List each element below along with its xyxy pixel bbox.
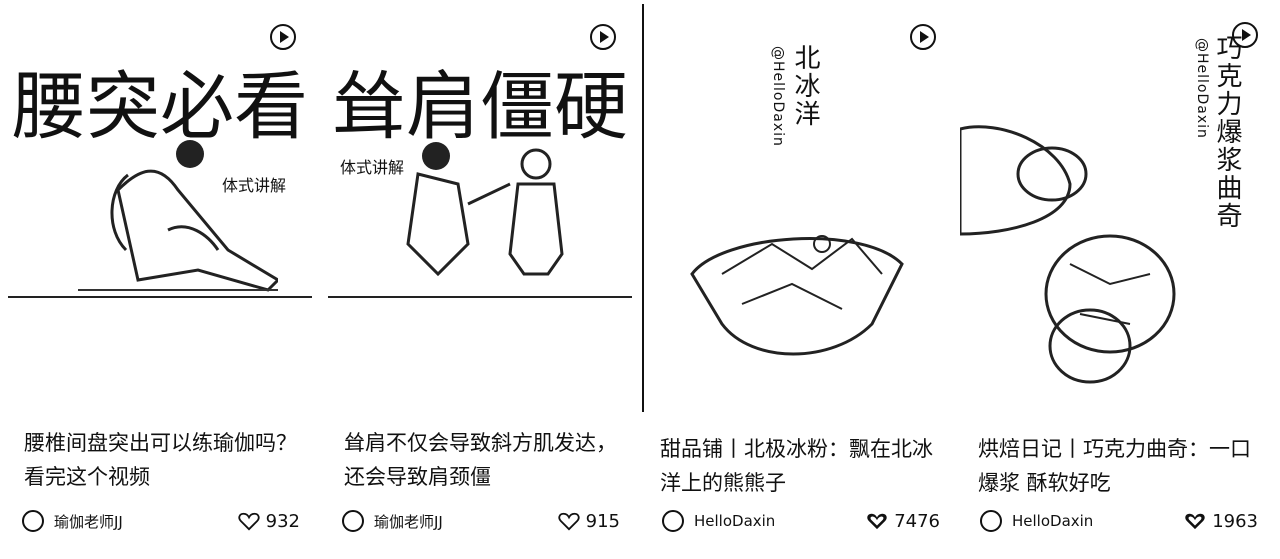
floor-line xyxy=(328,296,632,298)
like-count-value: 7476 xyxy=(894,510,940,532)
video-title[interactable]: 耸肩不仅会导致斜方肌发达，还会导致肩颈僵 xyxy=(344,431,617,489)
author-name[interactable]: HelloDaxin xyxy=(694,512,776,530)
thumbnail-divider xyxy=(642,4,644,412)
video-meta: 瑜伽老师JJ 915 xyxy=(342,506,620,536)
thumbnail-overlay-title: 北冰洋 xyxy=(790,44,820,128)
like-count[interactable]: 915 xyxy=(558,511,620,532)
play-icon[interactable] xyxy=(270,24,296,50)
thumbnail-credit: @HelloDaxin xyxy=(770,46,786,147)
video-title[interactable]: 烘焙日记丨巧克力曲奇：一口爆浆 酥软好吃 xyxy=(978,437,1251,495)
video-card-2[interactable]: 耸肩僵硬 体式讲解 耸肩不仅会导致斜方肌发达，还会导致肩颈僵 瑜伽老师JJ 91… xyxy=(320,0,638,559)
like-count[interactable]: 932 xyxy=(238,511,300,532)
play-icon[interactable] xyxy=(1232,22,1258,48)
video-title[interactable]: 甜品铺丨北极冰粉：飘在北冰洋上的熊熊子 xyxy=(660,437,933,495)
thumbnail-overlay-subtitle: 体式讲解 xyxy=(340,158,405,177)
like-count-value: 1963 xyxy=(1212,510,1258,532)
play-icon[interactable] xyxy=(910,24,936,50)
yoga-figure-illustration xyxy=(406,142,564,277)
floor-line xyxy=(8,296,312,298)
author-name[interactable]: 瑜伽老师JJ xyxy=(374,512,443,531)
heart-filled-icon[interactable] xyxy=(1184,511,1206,531)
video-thumbnail-3[interactable]: 北冰洋 @HelloDaxin xyxy=(642,4,954,412)
thumbnail-overlay-title: 耸肩僵硬 xyxy=(332,64,628,150)
video-card-1[interactable]: 腰突必看 体式讲解 腰椎间盘突出可以练瑜伽吗？看完这个视频 瑜伽老师JJ 932 xyxy=(0,0,318,559)
cookie-illustration xyxy=(960,125,1176,384)
author-name[interactable]: 瑜伽老师JJ xyxy=(54,512,123,531)
thumbnail-overlay-subtitle: 体式讲解 xyxy=(222,176,287,195)
thumbnail-credit: @HelloDaxin xyxy=(1194,38,1210,139)
video-card-4[interactable]: 巧克力爆浆曲奇 @HelloDaxin 烘焙日记丨巧克力曲奇：一口爆浆 酥软好吃… xyxy=(958,0,1276,559)
author-name[interactable]: HelloDaxin xyxy=(1012,512,1094,530)
heart-outline-icon[interactable] xyxy=(558,511,580,531)
like-count-value: 915 xyxy=(585,510,620,532)
author-avatar[interactable] xyxy=(980,510,1002,532)
author-avatar[interactable] xyxy=(662,510,684,532)
thumbnail-overlay-title: 腰突必看 xyxy=(12,64,308,150)
like-count[interactable]: 7476 xyxy=(866,511,940,532)
author-avatar[interactable] xyxy=(342,510,364,532)
yoga-figure-illustration xyxy=(78,140,278,292)
play-icon[interactable] xyxy=(590,24,616,50)
heart-outline-icon[interactable] xyxy=(238,511,260,531)
like-count[interactable]: 1963 xyxy=(1184,511,1258,532)
author-avatar[interactable] xyxy=(22,510,44,532)
video-card-3[interactable]: 北冰洋 @HelloDaxin 甜品铺丨北极冰粉：飘在北冰洋上的熊熊子 Hell… xyxy=(640,0,958,559)
video-meta: HelloDaxin 1963 xyxy=(980,506,1258,536)
video-thumbnail-1[interactable]: 腰突必看 体式讲解 xyxy=(8,10,312,410)
heart-filled-icon[interactable] xyxy=(866,511,888,531)
video-meta: HelloDaxin 7476 xyxy=(662,506,940,536)
thumbnail-overlay-title: 巧克力爆浆曲奇 xyxy=(1212,34,1242,230)
video-meta: 瑜伽老师JJ 932 xyxy=(22,506,300,536)
video-thumbnail-4[interactable]: 巧克力爆浆曲奇 @HelloDaxin xyxy=(960,4,1272,412)
dessert-bowl-illustration xyxy=(690,235,904,356)
like-count-value: 932 xyxy=(265,510,300,532)
video-title[interactable]: 腰椎间盘突出可以练瑜伽吗？看完这个视频 xyxy=(24,431,297,489)
video-thumbnail-2[interactable]: 耸肩僵硬 体式讲解 xyxy=(328,10,632,410)
